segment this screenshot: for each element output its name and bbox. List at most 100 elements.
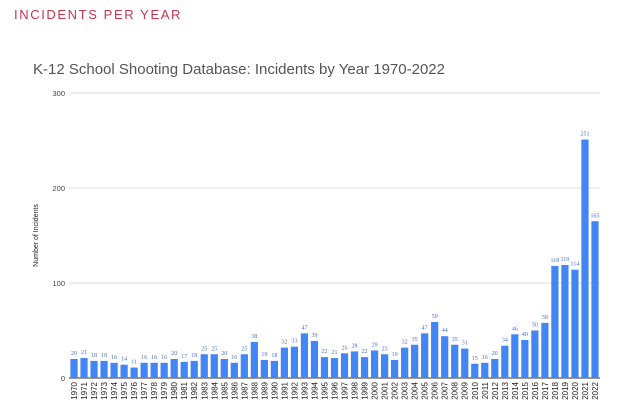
data-label: 16 [141,355,147,361]
data-label: 31 [462,341,468,347]
data-label: 32 [281,340,287,346]
bar-2022 [591,221,599,378]
x-tick-label: 2018 [551,381,560,399]
x-tick-label: 2013 [501,381,510,399]
x-tick-label: 1970 [70,381,79,399]
x-tick-label: 1991 [280,381,289,399]
x-tick-label: 1978 [150,381,159,399]
data-label: 59 [432,314,438,320]
x-tick-label: 1979 [160,381,169,399]
data-label: 21 [81,350,87,356]
x-tick-label: 1972 [90,381,99,399]
data-label: 25 [382,346,388,352]
bar-1982 [190,360,198,378]
x-tick-label: 2003 [401,381,410,399]
x-tick-label: 1986 [230,381,239,399]
data-label: 18 [271,353,277,359]
y-tick-label: 0 [61,374,65,383]
data-label: 35 [412,337,418,343]
y-tick-label: 300 [52,89,65,98]
data-label: 16 [161,355,167,361]
x-tick-label: 1973 [100,381,109,399]
bar-1975 [120,364,128,378]
bar-1987 [240,354,248,378]
bar-2008 [451,344,459,378]
x-tick-label: 2017 [541,381,550,399]
x-tick-label: 2000 [371,381,380,399]
bar-2001 [380,354,389,378]
x-tick-label: 1987 [240,381,249,399]
data-label: 28 [352,343,358,349]
bar-1990 [270,360,278,378]
bar-1993 [300,333,309,378]
bar-1995 [320,357,329,378]
data-label: 47 [422,325,428,331]
data-label: 20 [221,351,227,357]
data-label: 26 [342,345,348,351]
x-tick-label: 2019 [561,381,570,399]
bar-1977 [140,362,148,378]
x-tick-label: 1982 [190,381,199,399]
bar-2020 [571,269,579,378]
bar-2007 [441,336,449,378]
bar-1999 [360,357,369,378]
x-tick-label: 2008 [451,381,460,399]
x-tick-label: 1985 [220,381,229,399]
bar-2005 [421,333,429,378]
x-tick-label: 1994 [310,381,319,399]
data-label: 39 [311,333,317,339]
x-tick-label: 2015 [521,381,530,399]
data-label: 251 [580,132,589,138]
bar-1998 [350,351,359,378]
bar-2012 [491,359,499,378]
data-label: 25 [211,346,217,352]
x-tick-label: 2016 [531,381,540,399]
x-tick-label: 1974 [110,381,119,399]
bar-2019 [561,264,569,378]
bar-2015 [521,340,529,378]
data-label: 25 [201,346,207,352]
bar-2021 [581,139,589,378]
x-tick-label: 2001 [381,381,390,399]
x-tick-label: 1993 [300,381,309,399]
bar-2003 [401,347,409,378]
bar-1978 [150,362,158,378]
bar-2013 [501,345,509,378]
data-label: 114 [571,262,580,268]
data-label: 34 [502,338,508,344]
bar-2000 [370,350,379,378]
x-tick-label: 1992 [290,381,299,399]
bar-2018 [551,265,559,378]
bar-1989 [260,359,268,378]
data-label: 15 [472,356,478,362]
data-label: 22 [321,349,327,355]
x-tick-label: 2009 [461,381,470,399]
bar-1979 [160,362,168,378]
data-label: 18 [191,353,197,359]
x-tick-label: 1996 [331,381,340,399]
bar-1974 [110,362,118,378]
data-label: 38 [251,334,257,340]
bar-2002 [391,359,399,378]
data-label: 58 [542,315,548,321]
data-label: 19 [392,352,398,358]
bar-2004 [411,344,419,378]
x-tick-label: 1977 [140,381,149,399]
data-label: 33 [291,339,297,345]
bar-1991 [280,347,289,378]
x-tick-label: 1980 [170,381,179,399]
bar-1970 [70,359,78,378]
x-tick-label: 1975 [120,381,129,399]
bar-1973 [100,360,108,378]
bar-1971 [80,358,88,378]
y-tick-label: 200 [52,184,65,193]
y-tick-label: 100 [52,279,65,288]
bar-2016 [531,330,539,378]
data-label: 21 [332,350,338,356]
bar-1980 [170,359,178,378]
data-label: 44 [442,328,448,334]
data-label: 119 [561,257,570,263]
x-tick-label: 1976 [130,381,139,399]
x-tick-label: 2011 [481,381,490,399]
data-label: 25 [241,346,247,352]
